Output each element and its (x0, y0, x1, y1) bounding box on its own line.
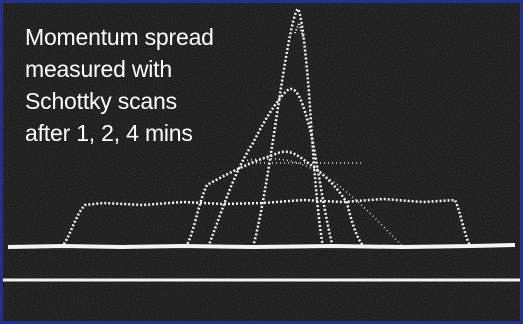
caption-line: measured with (25, 53, 214, 85)
caption: Momentum spread measured with Schottky s… (25, 21, 214, 149)
screenshot: Momentum spread measured with Schottky s… (0, 0, 523, 324)
caption-line: Momentum spread (25, 21, 214, 53)
caption-line: after 1, 2, 4 mins (25, 117, 214, 149)
baseline-trace (8, 245, 515, 247)
caption-line: Schottky scans (25, 85, 214, 117)
